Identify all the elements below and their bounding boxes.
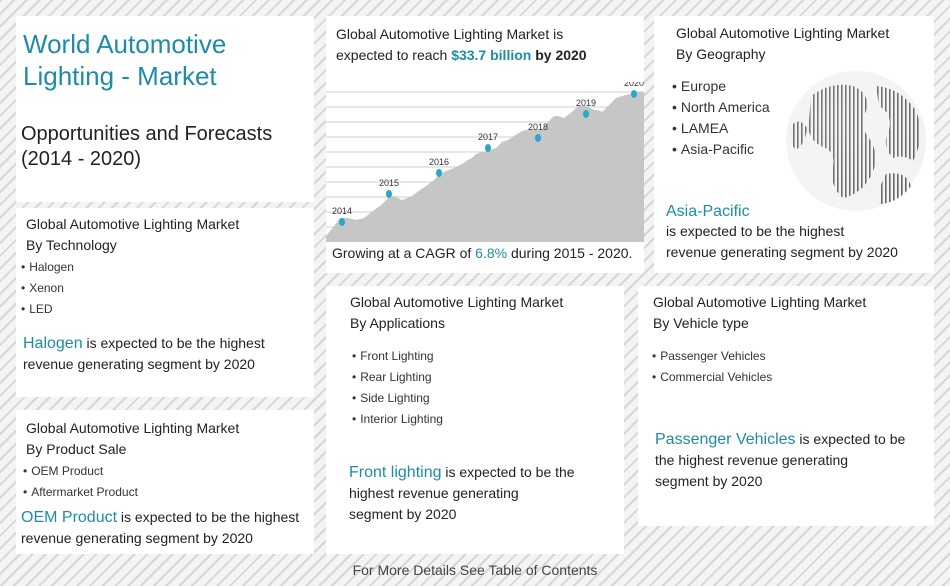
- vehicle-type-item: Passenger Vehicles: [652, 346, 772, 367]
- market-growth-area: [326, 92, 644, 242]
- main-title-line2: Lighting - Market: [23, 61, 217, 91]
- heading-pre: expected to reach: [336, 47, 452, 63]
- technology-heading-line1: Global Automotive Lighting Market: [26, 216, 240, 232]
- product-sale-heading: Global Automotive Lighting Market By Pro…: [26, 418, 239, 460]
- market-size-panel: Global Automotive Lighting Market is exp…: [326, 16, 644, 273]
- geography-item: Asia-Pacific: [672, 139, 770, 160]
- vehicle-type-highlight: Passenger Vehicles: [655, 431, 796, 448]
- technology-highlight: Halogen: [23, 335, 83, 352]
- geography-item: North America: [672, 97, 770, 118]
- product-sale-highlight: OEM Product: [21, 509, 118, 526]
- applications-conclusion-line2: highest revenue generating: [349, 485, 519, 501]
- chart-year-label: 2017: [478, 132, 498, 142]
- applications-conclusion-inline: is expected to be the: [441, 464, 575, 480]
- cagr-value: 6.8%: [475, 245, 508, 261]
- technology-panel: Global Automotive Lighting Market By Tec…: [16, 208, 314, 397]
- chart-year-label: 2015: [379, 178, 399, 188]
- market-size-heading-line1: Global Automotive Lighting Market is: [336, 26, 564, 42]
- applications-panel: Global Automotive Lighting Market By App…: [326, 286, 624, 554]
- market-area-chart: 2014 2015 2016 2017 2018 2019 2020: [326, 82, 644, 242]
- technology-item: LED: [21, 299, 74, 320]
- subtitle-line2: (2014 - 2020): [21, 148, 142, 170]
- geography-heading: Global Automotive Lighting Market By Geo…: [676, 23, 889, 65]
- vehicle-type-heading-line1: Global Automotive Lighting Market: [653, 294, 867, 310]
- geography-list: Europe North America LAMEA Asia-Pacific: [672, 76, 770, 160]
- product-sale-conclusion-inline: is expected to be the highest: [117, 509, 300, 525]
- cagr-post: during 2015 - 2020.: [507, 245, 633, 261]
- applications-heading-line2: By Applications: [350, 315, 445, 331]
- technology-conclusion-inline: is expected to be the highest: [82, 335, 265, 351]
- chart-marker: [436, 169, 442, 177]
- product-sale-heading-line2: By Product Sale: [26, 441, 127, 457]
- geography-heading-line1: Global Automotive Lighting Market: [676, 25, 890, 41]
- vehicle-type-conclusion-line2: the highest revenue generating: [655, 452, 849, 468]
- chart-year-label: 2016: [429, 157, 449, 167]
- geography-conclusion-line2: revenue generating segment by 2020: [666, 244, 898, 260]
- title-panel: World Automotive Lighting - Market Oppor…: [16, 16, 314, 202]
- cagr-text: Growing at a CAGR of 6.8% during 2015 - …: [332, 245, 632, 261]
- applications-item: Side Lighting: [352, 388, 443, 409]
- vehicle-type-conclusion-inline: is expected to be: [795, 431, 906, 447]
- subtitle-line1: Opportunities and Forecasts: [21, 123, 273, 145]
- product-sale-conclusion: OEM Product is expected to be the highes…: [21, 507, 299, 549]
- geography-item: LAMEA: [672, 118, 770, 139]
- geography-conclusion-line1: is expected to be the highest: [666, 223, 845, 239]
- applications-item: Front Lighting: [352, 346, 443, 367]
- vehicle-type-panel: Global Automotive Lighting Market By Veh…: [638, 286, 934, 526]
- applications-list: Front Lighting Rear Lighting Side Lighti…: [352, 346, 443, 430]
- technology-heading: Global Automotive Lighting Market By Tec…: [26, 214, 239, 256]
- chart-marker: [339, 218, 345, 226]
- chart-marker: [583, 110, 589, 118]
- applications-conclusion-line3: segment by 2020: [349, 506, 457, 522]
- product-sale-heading-line1: Global Automotive Lighting Market: [26, 420, 240, 436]
- technology-list: Halogen Xenon LED: [21, 257, 74, 320]
- chart-marker: [535, 134, 541, 142]
- globe-icon: [786, 71, 926, 211]
- technology-conclusion: Halogen is expected to be the highest re…: [23, 333, 265, 375]
- product-sale-conclusion-line2: revenue generating segment by 2020: [21, 530, 253, 546]
- chart-year-label: 2018: [528, 122, 548, 132]
- market-value: $33.7 billion: [451, 47, 532, 63]
- chart-marker: [485, 144, 491, 152]
- geography-item: Europe: [672, 76, 770, 97]
- market-size-heading: Global Automotive Lighting Market is exp…: [336, 24, 587, 66]
- product-sale-panel: Global Automotive Lighting Market By Pro…: [16, 410, 314, 554]
- heading-post: by 2020: [531, 47, 587, 63]
- applications-highlight: Front lighting: [349, 464, 442, 481]
- vehicle-type-list: Passenger Vehicles Commercial Vehicles: [652, 346, 772, 388]
- vehicle-type-heading-line2: By Vehicle type: [653, 315, 749, 331]
- geography-highlight: Asia-Pacific: [666, 203, 750, 220]
- applications-item: Interior Lighting: [352, 409, 443, 430]
- chart-markers: 2014 2015 2016 2017 2018 2019 2020: [332, 82, 644, 226]
- main-title: World Automotive Lighting - Market: [23, 28, 226, 92]
- footer-note: For More Details See Table of Contents: [352, 562, 598, 578]
- product-sale-list: OEM Product Aftermarket Product: [23, 461, 138, 503]
- technology-item: Xenon: [21, 278, 74, 299]
- technology-conclusion-line2: revenue generating segment by 2020: [23, 356, 255, 372]
- subtitle: Opportunities and Forecasts (2014 - 2020…: [21, 122, 272, 172]
- market-size-heading-line2: expected to reach $33.7 billion by 2020: [336, 45, 587, 66]
- chart-marker: [631, 90, 637, 98]
- vehicle-type-conclusion-line3: segment by 2020: [655, 473, 763, 489]
- vehicle-type-heading: Global Automotive Lighting Market By Veh…: [653, 292, 866, 334]
- chart-year-label: 2020: [624, 82, 644, 88]
- applications-conclusion: Front lighting is expected to be the hig…: [349, 462, 575, 525]
- applications-heading: Global Automotive Lighting Market By App…: [350, 292, 563, 334]
- main-title-line1: World Automotive: [23, 29, 227, 59]
- cagr-pre: Growing at a CAGR of: [332, 245, 476, 261]
- product-sale-item: OEM Product: [23, 461, 138, 482]
- chart-marker: [386, 190, 392, 198]
- chart-year-label: 2019: [576, 98, 596, 108]
- applications-heading-line1: Global Automotive Lighting Market: [350, 294, 564, 310]
- vehicle-type-item: Commercial Vehicles: [652, 367, 772, 388]
- geography-conclusion: Asia-Pacific is expected to be the highe…: [666, 203, 898, 263]
- applications-item: Rear Lighting: [352, 367, 443, 388]
- geography-heading-line2: By Geography: [676, 46, 766, 62]
- vehicle-type-conclusion: Passenger Vehicles is expected to be the…: [655, 429, 905, 492]
- product-sale-item: Aftermarket Product: [23, 482, 138, 503]
- technology-heading-line2: By Technology: [26, 237, 117, 253]
- technology-item: Halogen: [21, 257, 74, 278]
- chart-year-label: 2014: [332, 206, 352, 216]
- geography-panel: Global Automotive Lighting Market By Geo…: [654, 16, 934, 273]
